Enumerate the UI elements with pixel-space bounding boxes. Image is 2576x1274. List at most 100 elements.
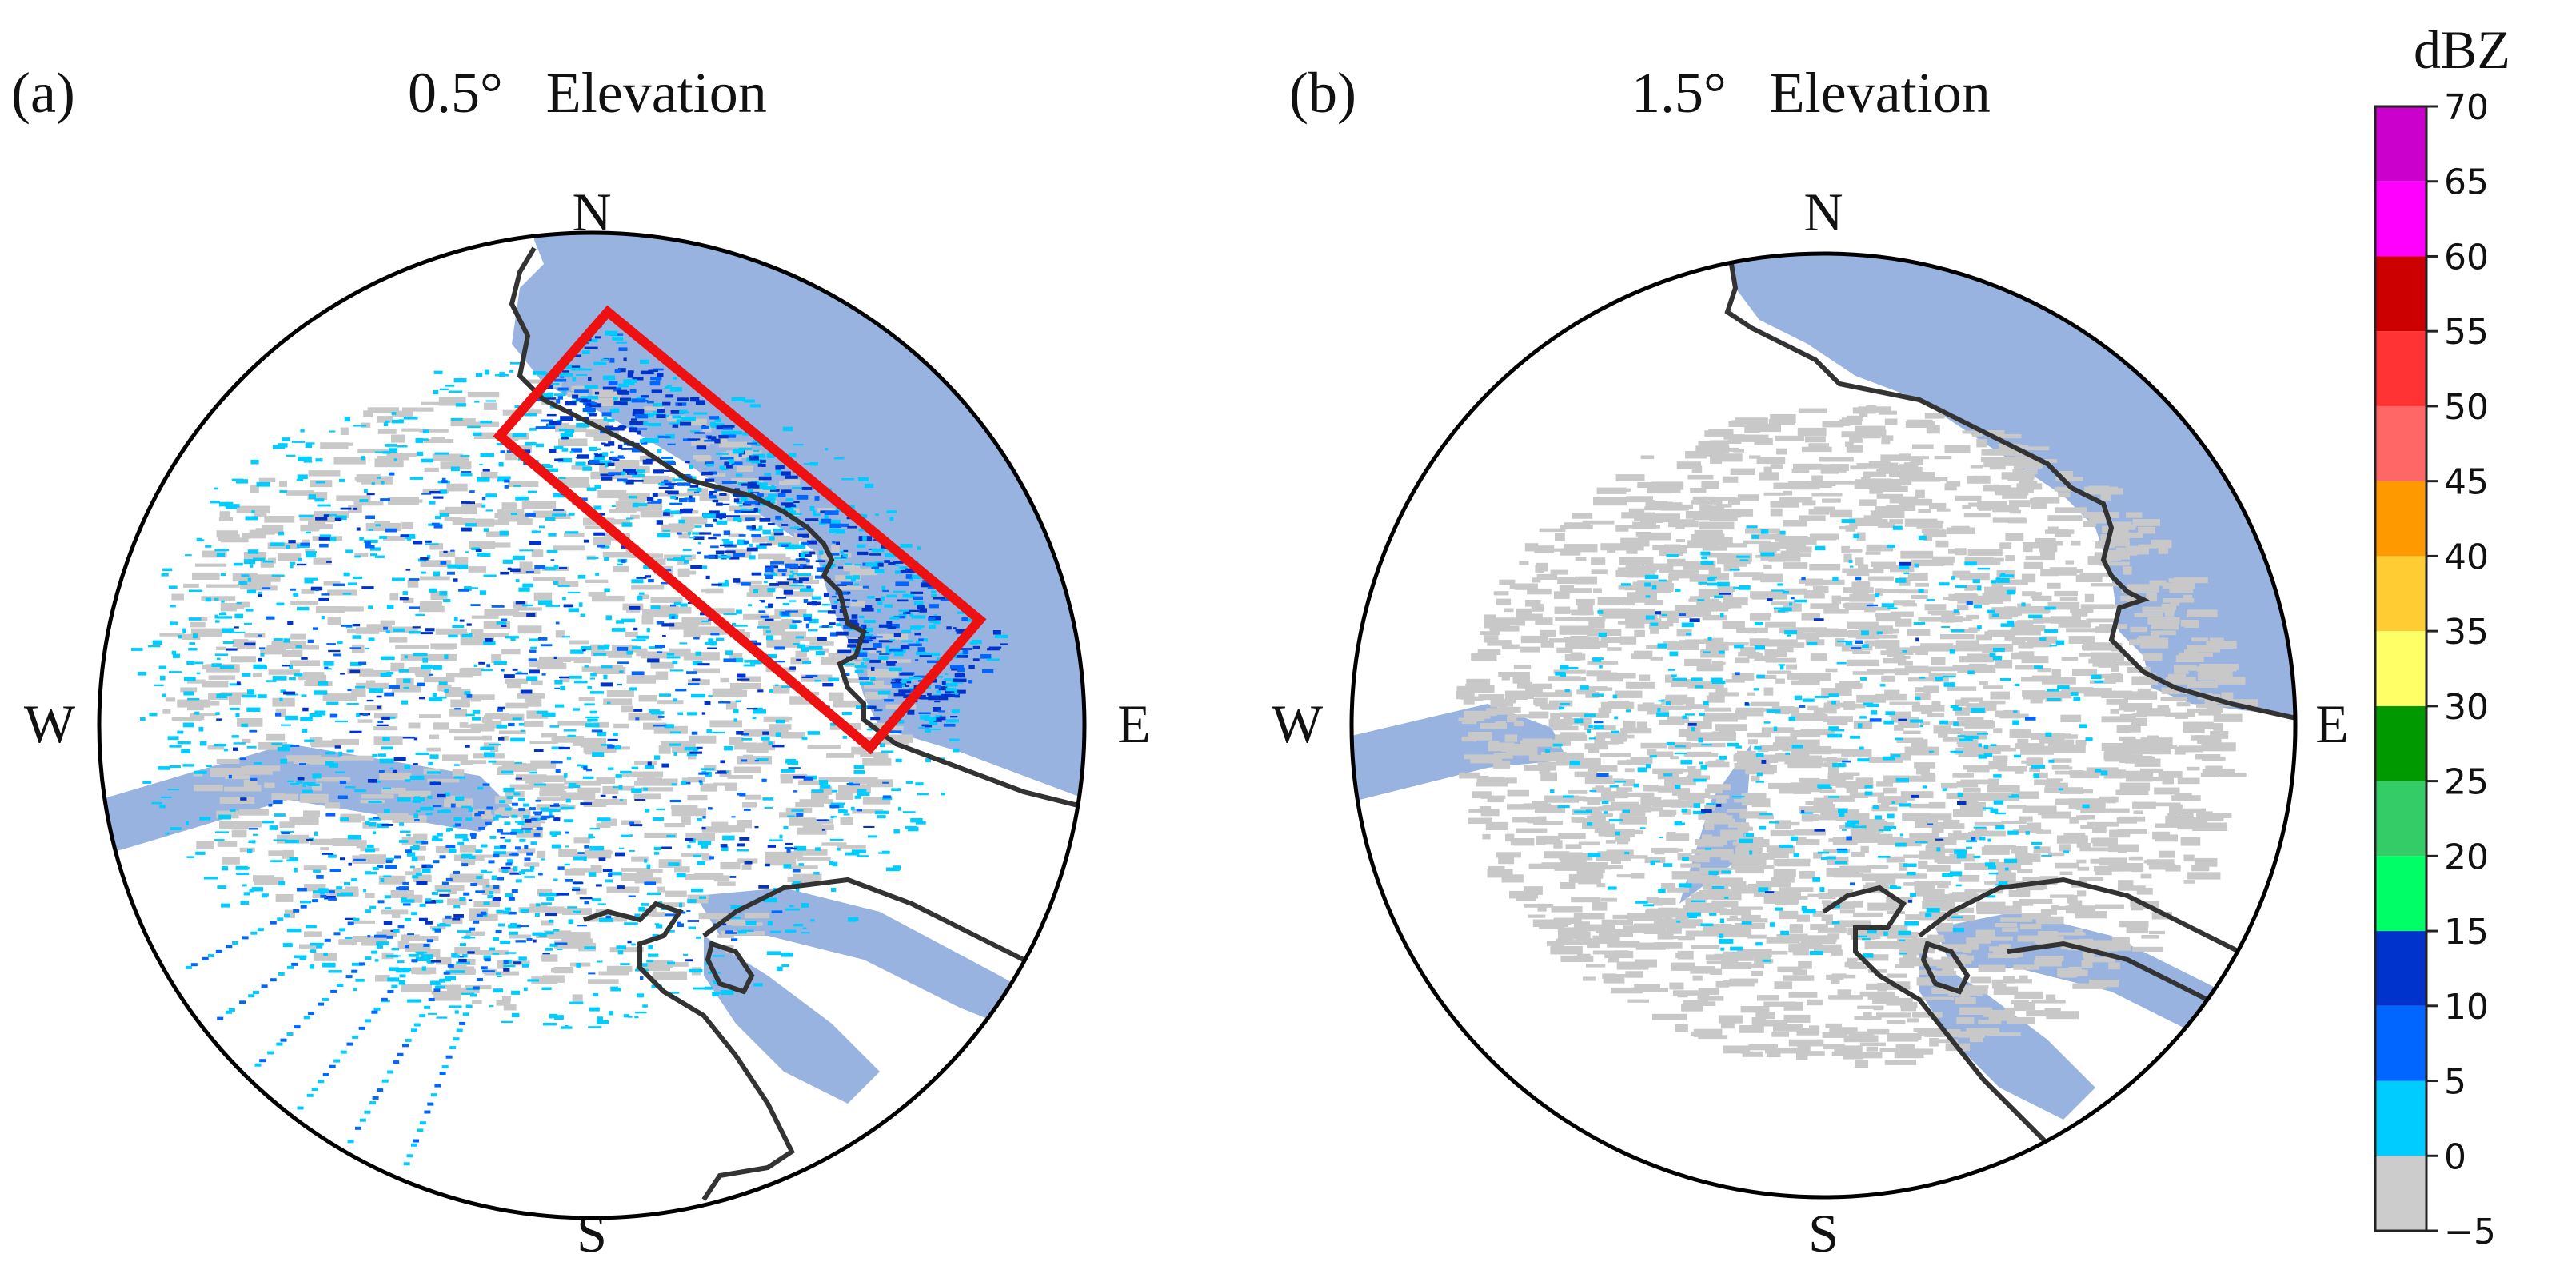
clutter-echo bbox=[472, 717, 481, 721]
clutter-echo bbox=[2080, 604, 2115, 609]
clutter-echo bbox=[302, 729, 308, 733]
clutter-echo bbox=[785, 842, 793, 845]
clutter-echo bbox=[782, 585, 811, 590]
clutter-echo bbox=[268, 669, 301, 675]
clutter-echo bbox=[1919, 694, 1931, 700]
clutter-echo bbox=[1593, 588, 1602, 593]
clutter-echo bbox=[927, 586, 938, 589]
clutter-echo bbox=[2187, 766, 2200, 771]
clutter-echo bbox=[1705, 642, 1718, 649]
clutter-echo bbox=[829, 523, 841, 528]
clutter-echo bbox=[584, 525, 613, 529]
clutter-echo bbox=[957, 689, 966, 694]
clutter-echo bbox=[492, 897, 501, 901]
clutter-echo bbox=[1731, 906, 1763, 910]
clutter-echo bbox=[1984, 631, 2016, 637]
clutter-echo bbox=[224, 786, 259, 792]
clutter-echo bbox=[542, 425, 556, 429]
clutter-echo bbox=[1643, 743, 1656, 747]
clutter-echo bbox=[553, 817, 561, 821]
clutter-echo bbox=[670, 805, 698, 809]
clutter-echo bbox=[789, 570, 794, 573]
clutter-echo bbox=[1558, 833, 1586, 839]
clutter-echo bbox=[2126, 754, 2143, 758]
clutter-echo bbox=[564, 819, 573, 823]
clutter-echo bbox=[696, 652, 720, 661]
clutter-echo bbox=[529, 741, 558, 745]
clutter-echo bbox=[622, 771, 633, 777]
clutter-echo bbox=[377, 753, 386, 757]
clutter-echo bbox=[377, 945, 383, 949]
clutter-echo bbox=[167, 789, 179, 791]
clutter-echo bbox=[405, 1038, 412, 1042]
clutter-echo bbox=[421, 493, 432, 495]
clutter-echo bbox=[324, 666, 329, 670]
clutter-echo bbox=[429, 501, 436, 505]
clutter-echo bbox=[413, 874, 432, 883]
clutter-echo bbox=[597, 1016, 603, 1020]
clutter-echo bbox=[364, 1110, 371, 1114]
clutter-echo bbox=[637, 430, 641, 435]
clutter-echo bbox=[440, 561, 447, 565]
clutter-echo bbox=[1823, 1044, 1845, 1050]
clutter-echo bbox=[252, 673, 262, 677]
clutter-echo bbox=[1773, 482, 1799, 489]
clutter-echo bbox=[526, 613, 536, 617]
clutter-echo bbox=[801, 932, 810, 934]
clutter-echo bbox=[541, 465, 553, 468]
clutter-echo bbox=[857, 477, 869, 481]
clutter-echo bbox=[1779, 887, 1814, 892]
clutter-echo bbox=[2201, 756, 2226, 761]
clutter-echo bbox=[452, 917, 461, 921]
clutter-echo bbox=[646, 401, 654, 404]
clutter-echo bbox=[521, 501, 557, 509]
clutter-echo bbox=[596, 513, 605, 516]
clutter-echo bbox=[1992, 517, 2027, 523]
clutter-echo bbox=[2118, 703, 2153, 711]
clutter-echo bbox=[611, 785, 635, 791]
clutter-echo bbox=[1964, 862, 1998, 870]
clutter-echo bbox=[534, 775, 567, 782]
clutter-echo bbox=[811, 601, 817, 606]
clutter-echo bbox=[371, 685, 389, 689]
clutter-echo bbox=[322, 997, 329, 1001]
clutter-echo bbox=[617, 885, 625, 889]
clutter-echo bbox=[419, 438, 429, 441]
clutter-echo bbox=[1974, 644, 2002, 649]
clutter-echo bbox=[459, 897, 466, 901]
clutter-echo bbox=[491, 654, 502, 664]
clutter-echo bbox=[602, 917, 627, 922]
clutter-echo bbox=[406, 1154, 413, 1158]
clutter-echo bbox=[411, 912, 418, 916]
clutter-echo bbox=[1770, 501, 1799, 508]
clutter-echo bbox=[471, 836, 477, 839]
clutter-echo bbox=[569, 451, 574, 453]
clutter-echo bbox=[737, 756, 773, 765]
clutter-echo bbox=[530, 646, 537, 649]
clutter-echo bbox=[553, 565, 559, 569]
clutter-echo bbox=[397, 1052, 404, 1056]
clutter-echo bbox=[669, 422, 681, 425]
clutter-echo bbox=[593, 666, 626, 674]
clutter-echo bbox=[508, 931, 518, 935]
clutter-echo bbox=[908, 826, 919, 832]
clutter-echo bbox=[600, 850, 613, 855]
clutter-echo bbox=[510, 923, 517, 927]
clutter-echo bbox=[836, 618, 847, 621]
clutter-echo bbox=[1627, 804, 1651, 813]
clutter-echo bbox=[805, 674, 818, 677]
clutter-echo bbox=[863, 825, 875, 828]
clutter-echo bbox=[2088, 485, 2110, 493]
clutter-echo bbox=[746, 547, 758, 552]
clutter-echo bbox=[1606, 849, 1634, 856]
clutter-echo bbox=[665, 913, 677, 917]
clutter-echo bbox=[944, 673, 949, 676]
clutter-echo bbox=[792, 869, 801, 873]
clutter-echo bbox=[537, 600, 553, 605]
clutter-echo bbox=[725, 465, 733, 469]
clutter-echo bbox=[539, 525, 545, 529]
clutter-echo bbox=[345, 786, 356, 789]
clutter-echo bbox=[447, 564, 457, 569]
clutter-echo bbox=[837, 566, 844, 569]
clutter-echo bbox=[1856, 694, 1886, 703]
